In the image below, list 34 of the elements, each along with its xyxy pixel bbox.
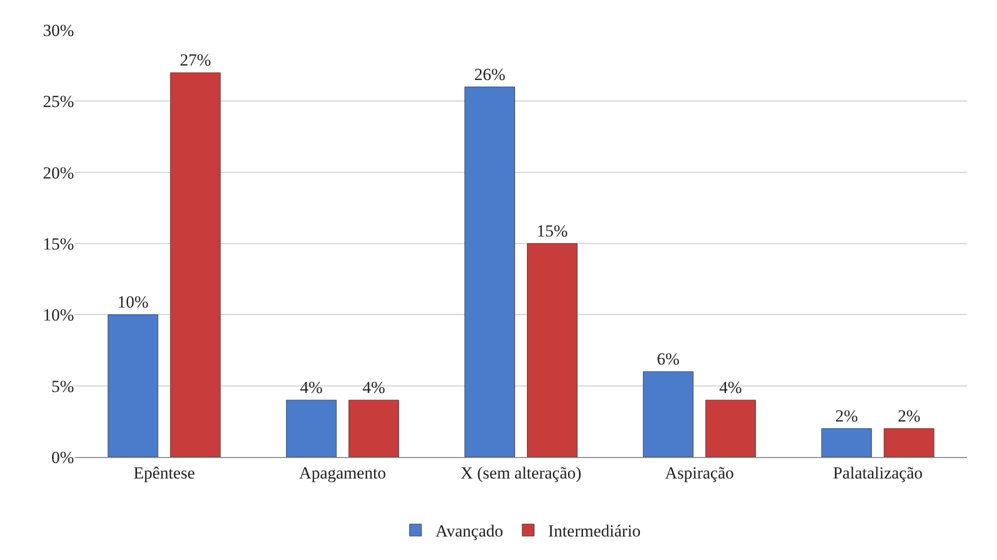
y-tick-label: 20% [42,163,74,182]
data-label: 4% [362,378,386,398]
bar [286,400,337,457]
x-tick-label: Epêntese [134,463,195,482]
data-label: 27% [180,50,212,70]
bar [526,243,578,457]
bar [705,400,756,457]
bar [464,86,516,457]
x-tick-label: Apagamento [299,463,386,482]
data-label: 2% [835,406,858,426]
x-tick-label: Aspiração [664,463,734,482]
bar [642,371,694,457]
data-label: 26% [474,64,506,84]
y-tick-label: 5% [51,376,74,396]
y-tick-label: 15% [42,234,74,254]
bar [821,428,872,457]
data-label: 6% [656,350,680,369]
y-tick-label: 10% [42,306,74,325]
x-tick-label: Palatalização [832,463,923,482]
bar [108,314,158,457]
legend-label: Avançado [436,522,504,541]
data-label: 4% [719,378,742,398]
bar [170,72,221,457]
y-tick-label: 25% [42,92,74,112]
bar [884,428,934,457]
bar [348,400,400,457]
y-tick-label: 30% [42,20,74,40]
legend-label: Intermediário [548,522,641,541]
data-label: 2% [898,406,920,426]
data-label: 15% [536,222,568,240]
data-label: 4% [300,378,323,398]
y-tick-label: 0% [51,448,74,467]
data-label: 10% [117,292,149,312]
x-tick-label: X (sem alteração) [460,463,582,482]
